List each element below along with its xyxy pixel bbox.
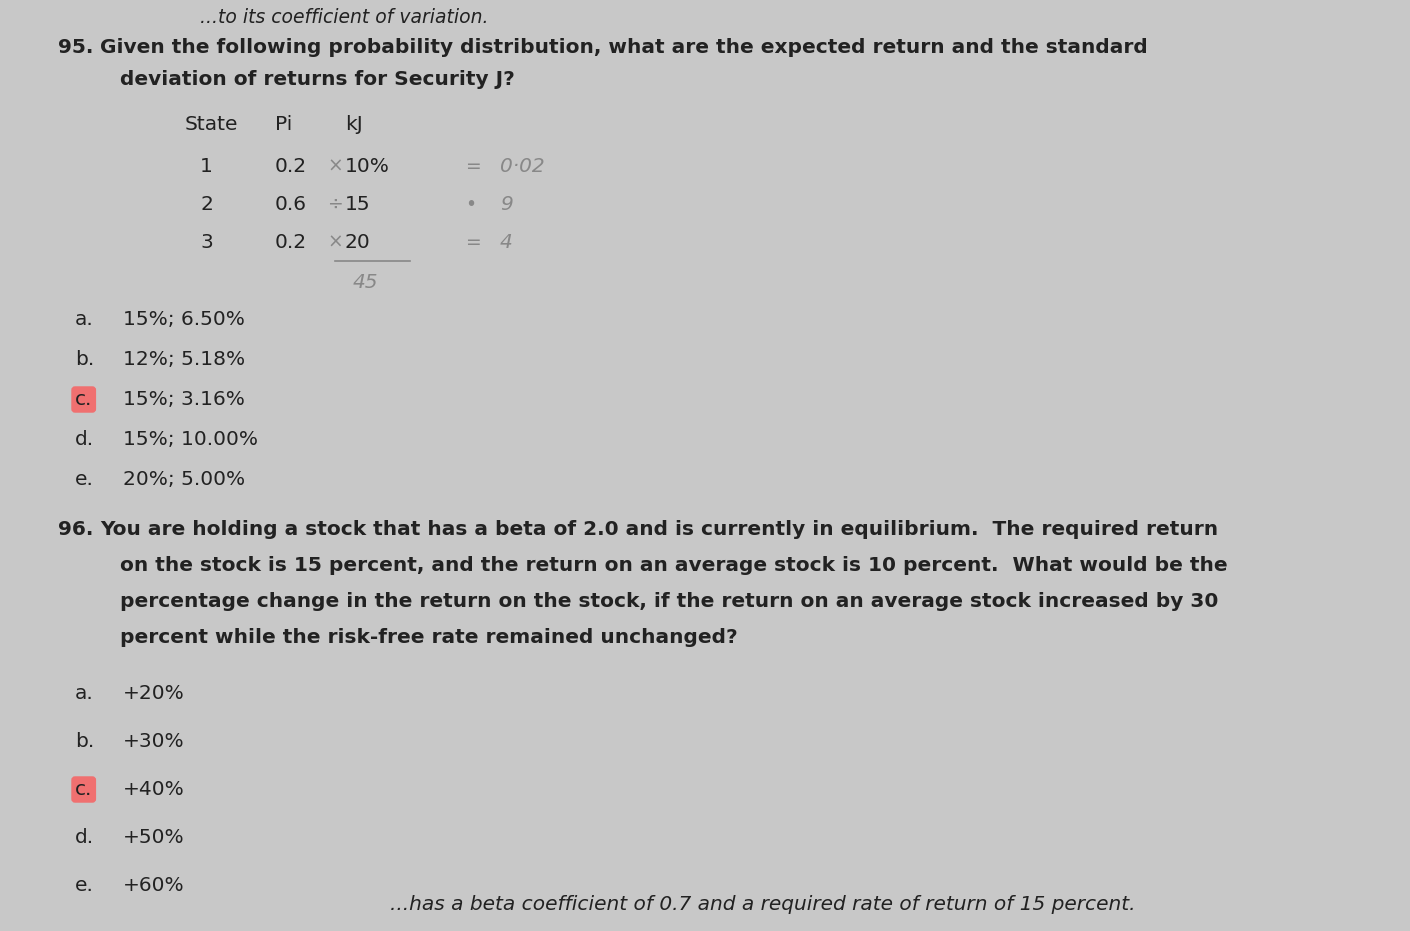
- Text: ...has a beta coefficient of 0.7 and a required rate of return of 15 percent.: ...has a beta coefficient of 0.7 and a r…: [391, 895, 1135, 914]
- Text: 45: 45: [352, 273, 378, 292]
- Text: kJ: kJ: [345, 115, 362, 134]
- Text: 15%; 6.50%: 15%; 6.50%: [123, 310, 245, 329]
- Text: 0·02: 0·02: [501, 157, 544, 176]
- Text: percent while the risk-free rate remained unchanged?: percent while the risk-free rate remaine…: [120, 628, 737, 647]
- Text: ...to its coefficient of variation.: ...to its coefficient of variation.: [200, 8, 488, 27]
- Text: +30%: +30%: [123, 732, 185, 751]
- Text: Pi: Pi: [275, 115, 292, 134]
- Text: 20%; 5.00%: 20%; 5.00%: [123, 470, 245, 489]
- Text: 96.: 96.: [58, 520, 93, 539]
- Text: =: =: [465, 233, 481, 252]
- Text: +20%: +20%: [123, 684, 185, 703]
- Text: 0.6: 0.6: [275, 195, 307, 214]
- Text: 10%: 10%: [345, 157, 391, 176]
- Text: 9: 9: [501, 195, 513, 214]
- Text: =: =: [465, 157, 481, 176]
- Text: 15%; 3.16%: 15%; 3.16%: [123, 390, 245, 409]
- Text: You are holding a stock that has a beta of 2.0 and is currently in equilibrium. : You are holding a stock that has a beta …: [100, 520, 1218, 539]
- Text: 2: 2: [200, 195, 213, 214]
- Text: 0.2: 0.2: [275, 157, 307, 176]
- Text: •: •: [465, 195, 477, 214]
- Text: c.: c.: [75, 390, 93, 409]
- Text: +60%: +60%: [123, 876, 185, 895]
- Text: deviation of returns for Security J?: deviation of returns for Security J?: [120, 70, 515, 89]
- Text: 20: 20: [345, 233, 371, 252]
- Text: 4: 4: [501, 233, 513, 252]
- Text: 1: 1: [200, 157, 213, 176]
- Text: 95.: 95.: [58, 38, 93, 57]
- Text: 0.2: 0.2: [275, 233, 307, 252]
- Text: d.: d.: [75, 828, 94, 847]
- Text: State: State: [185, 115, 238, 134]
- Text: a.: a.: [75, 310, 93, 329]
- Text: ÷: ÷: [327, 195, 343, 214]
- Text: ×: ×: [327, 157, 343, 176]
- Text: on the stock is 15 percent, and the return on an average stock is 10 percent.  W: on the stock is 15 percent, and the retu…: [120, 556, 1228, 575]
- Text: +50%: +50%: [123, 828, 185, 847]
- Text: e.: e.: [75, 876, 94, 895]
- Text: +40%: +40%: [123, 780, 185, 799]
- Text: 15%; 10.00%: 15%; 10.00%: [123, 430, 258, 449]
- Text: e.: e.: [75, 470, 94, 489]
- Text: b.: b.: [75, 350, 94, 369]
- Text: Given the following probability distribution, what are the expected return and t: Given the following probability distribu…: [100, 38, 1148, 57]
- Text: ×: ×: [327, 233, 343, 252]
- Text: 12%; 5.18%: 12%; 5.18%: [123, 350, 245, 369]
- Text: d.: d.: [75, 430, 94, 449]
- Text: 3: 3: [200, 233, 213, 252]
- Text: percentage change in the return on the stock, if the return on an average stock : percentage change in the return on the s…: [120, 592, 1218, 611]
- Text: 15: 15: [345, 195, 371, 214]
- Text: c.: c.: [75, 780, 93, 799]
- Text: a.: a.: [75, 684, 93, 703]
- Text: b.: b.: [75, 732, 94, 751]
